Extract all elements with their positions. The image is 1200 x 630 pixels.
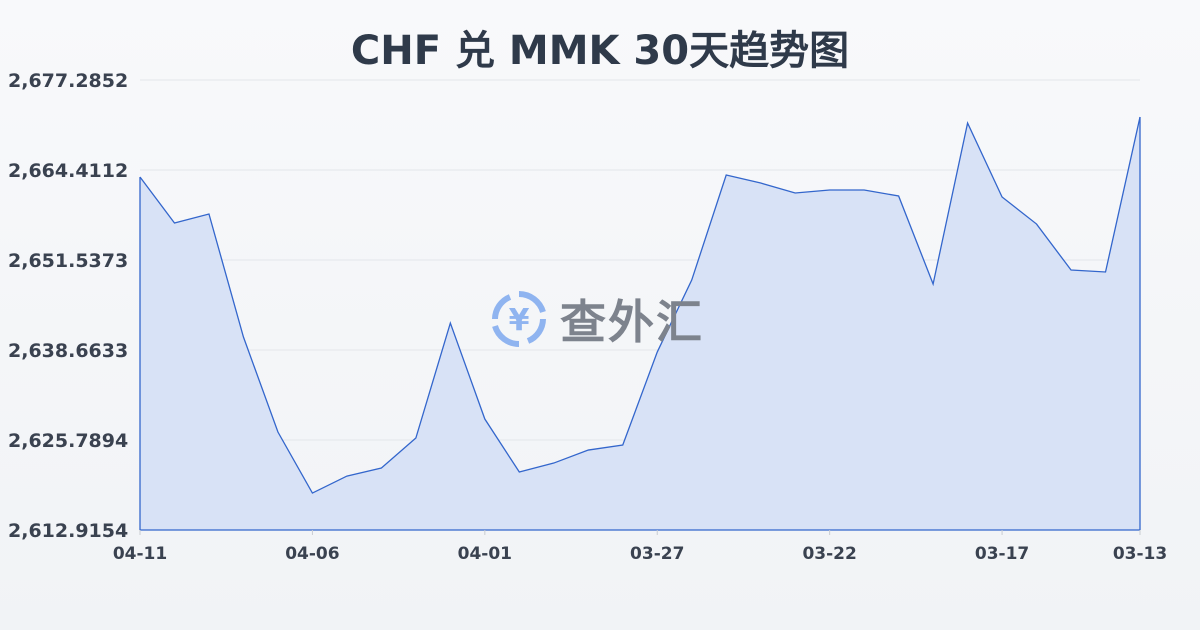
watermark-text: 查外汇 [560, 295, 704, 349]
y-tick-label: 2,625.7894 [8, 430, 128, 452]
y-tick-label: 2,651.5373 [8, 250, 128, 272]
x-tick-label: 04-06 [285, 544, 339, 564]
chart-title: CHF 兑 MMK 30天趋势图 [350, 28, 850, 74]
x-tick-label: 03-22 [802, 544, 856, 564]
x-tick-label: 04-11 [113, 544, 167, 564]
y-tick-label: 2,677.2852 [8, 70, 128, 92]
x-tick-label: 03-13 [1113, 544, 1167, 564]
x-tick-label: 03-17 [975, 544, 1029, 564]
series-line [139, 116, 1141, 494]
y-tick-label: 2,664.4112 [8, 160, 128, 182]
yen-exchange-icon: ¥ [492, 291, 546, 347]
area-fill [140, 117, 1140, 531]
x-tick-label: 04-01 [458, 544, 512, 564]
watermark: ¥ 查外汇 [488, 286, 704, 352]
y-tick-label: 2,638.6633 [8, 340, 128, 362]
x-tick-label: 03-27 [630, 544, 684, 564]
y-tick-label: 2,612.9154 [8, 520, 128, 542]
svg-text:¥: ¥ [509, 303, 530, 338]
